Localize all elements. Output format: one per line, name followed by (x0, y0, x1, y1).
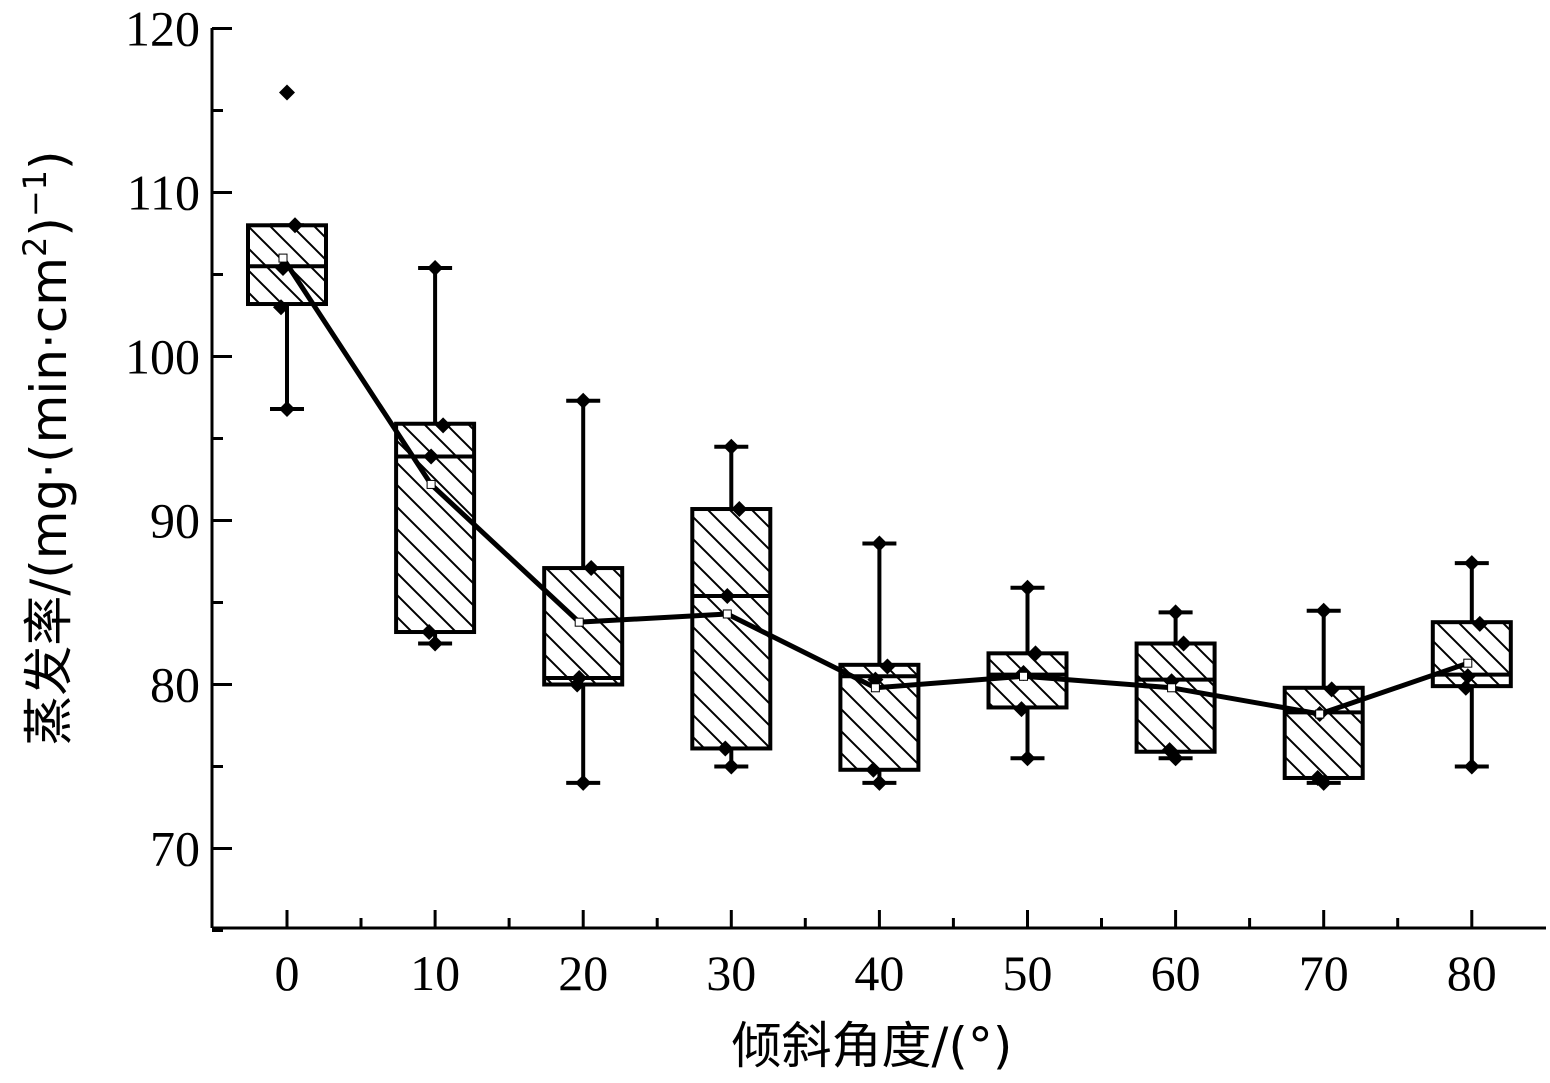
y-axis-title-sup2: −1 (16, 170, 54, 217)
y-tick-label-70: 70 (150, 821, 200, 877)
x-tick-label-20: 20 (558, 945, 608, 1001)
data-point (871, 535, 888, 552)
y-axis-title-suffix: ) (20, 150, 78, 170)
data-point (1013, 701, 1030, 718)
y-tick-label-90: 90 (150, 493, 200, 549)
data-point (865, 761, 882, 778)
data-point (435, 417, 452, 434)
box-group-70 (1282, 602, 1365, 791)
data-point (583, 560, 600, 577)
data-point (719, 587, 736, 604)
x-axis-title: 倾斜角度/(°) (732, 1017, 1013, 1075)
x-tick-label-60: 60 (1151, 945, 1201, 1001)
x-tick-label-40: 40 (854, 945, 904, 1001)
mean-line-group (278, 253, 1473, 719)
data-point (575, 774, 592, 791)
data-point (427, 635, 444, 652)
box-group-40 (838, 535, 921, 791)
data-point (1315, 774, 1332, 791)
y-axis-title-prefix: 蒸发率/(mg·(min·cm (20, 257, 78, 746)
y-tick-label-80: 80 (150, 657, 200, 713)
data-point (871, 774, 888, 791)
y-tick-label-120: 120 (125, 1, 200, 57)
data-point (879, 658, 896, 675)
data-point (1167, 604, 1184, 621)
mean-marker-70 (1315, 709, 1325, 719)
data-point (1175, 635, 1192, 652)
data-point (569, 676, 586, 693)
mean-marker-40 (870, 683, 880, 693)
data-point (1315, 602, 1332, 619)
mean-marker-80 (1463, 658, 1473, 668)
y-tick-label-100: 100 (125, 329, 200, 385)
data-point (1459, 668, 1476, 685)
box-group-60 (1134, 604, 1217, 767)
data-point (575, 392, 592, 409)
box-group-20 (542, 392, 625, 791)
y-tick-label-110: 110 (127, 165, 200, 221)
data-point (287, 217, 303, 234)
x-tick-label-0: 0 (275, 945, 300, 1001)
x-tick-label-70: 70 (1299, 945, 1349, 1001)
data-point (1019, 579, 1036, 596)
x-tick-label-50: 50 (1003, 945, 1053, 1001)
data-point (1471, 615, 1488, 632)
mean-marker-50 (1019, 671, 1028, 681)
box-group-80 (1430, 555, 1513, 775)
data-point (731, 501, 748, 518)
data-point (1463, 555, 1480, 572)
mean-marker-60 (1167, 683, 1177, 693)
mean-marker-0 (278, 253, 288, 263)
x-tick-label-30: 30 (706, 945, 756, 1001)
x-tick-label-10: 10 (410, 945, 460, 1001)
box-group-10 (394, 259, 477, 652)
data-point (421, 624, 438, 641)
mean-marker-10 (426, 479, 436, 489)
mean-marker-20 (574, 617, 584, 627)
data-point (1019, 750, 1036, 767)
box-group-0 (246, 84, 328, 417)
data-point (1027, 645, 1044, 662)
y-axis-title-mid: ) (20, 217, 78, 237)
data-point (427, 259, 444, 276)
data-point (279, 400, 295, 417)
data-point (1167, 750, 1184, 767)
y-ticks: 70 80 90 100 110 120 (125, 1, 232, 932)
box-iqr (1134, 641, 1217, 754)
x-ticks: 0 10 20 30 40 50 60 70 80 (275, 910, 1497, 1001)
data-point (279, 84, 295, 101)
data-point (423, 448, 440, 465)
mean-marker-30 (722, 609, 732, 619)
data-point (273, 299, 289, 316)
data-point (1457, 679, 1474, 696)
data-point (1323, 681, 1340, 698)
data-point (723, 438, 740, 455)
y-axis-title-sup1: 2 (16, 237, 54, 257)
box-group-30 (690, 438, 773, 775)
data-point (1463, 758, 1480, 775)
data-point (723, 758, 740, 775)
data-point (717, 740, 734, 757)
y-axis-title: 蒸发率/(mg·(min·cm2)−1) (16, 150, 78, 745)
x-tick-label-80: 80 (1447, 945, 1497, 1001)
